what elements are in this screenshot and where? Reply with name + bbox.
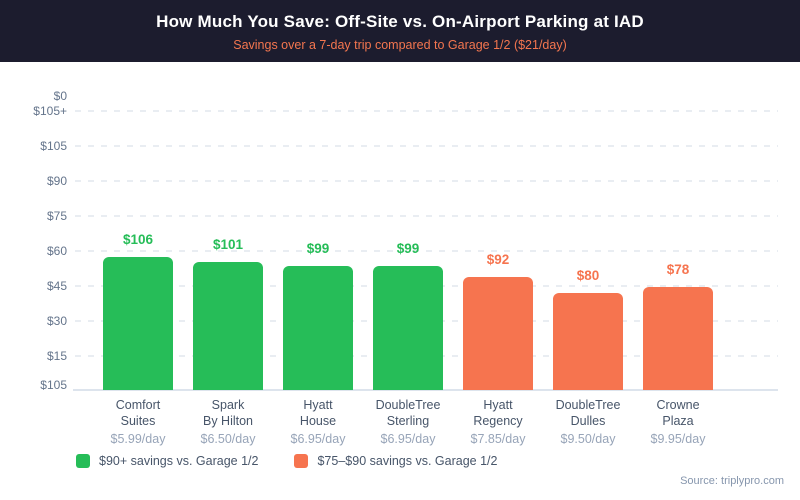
category-name: Dulles — [570, 414, 606, 428]
chart-title: How Much You Save: Off-Site vs. On-Airpo… — [156, 12, 644, 31]
legend-swatch-green — [76, 454, 90, 468]
x-axis-category-label: Spark By Hilton $6.50/day — [183, 397, 273, 447]
bar-value-label: $92 — [486, 252, 510, 267]
bar-value-label: $80 — [576, 268, 600, 283]
x-axis-category-label: Crowne Plaza $9.95/day — [633, 397, 723, 447]
bar — [373, 266, 443, 390]
x-axis-category-label: DoubleTree Dulles $9.50/day — [543, 397, 633, 447]
y-axis-tick-label: $60 — [46, 244, 67, 258]
category-name: Sterling — [386, 414, 430, 428]
bar — [103, 257, 173, 390]
gridline — [75, 215, 778, 217]
source-attribution: Source: triplypro.com — [680, 475, 784, 487]
category-name: Crowne — [656, 398, 700, 412]
category-name: Plaza — [662, 414, 694, 428]
category-name: DoubleTree — [555, 398, 621, 412]
y-axis-tick-label: $30 — [46, 314, 67, 328]
category-rate: $6.95/day — [380, 432, 436, 446]
category-name: Comfort — [115, 398, 161, 412]
category-name: Hyatt — [303, 398, 333, 412]
legend-item-green: $90+ savings vs. Garage 1/2 — [76, 454, 258, 468]
legend-swatch-orange — [294, 454, 309, 468]
legend-label: $75–$90 savings vs. Garage 1/2 — [317, 454, 498, 468]
category-name: Suites — [120, 414, 156, 428]
legend: $90+ savings vs. Garage 1/2 $75–$90 savi… — [76, 453, 497, 469]
chart-header: How Much You Save: Off-Site vs. On-Airpo… — [0, 0, 800, 62]
bar — [463, 277, 533, 390]
bar — [553, 293, 623, 390]
gridline — [75, 110, 778, 112]
y-axis-tick-label: $75 — [46, 209, 67, 223]
category-rate: $6.95/day — [290, 432, 346, 446]
bar-value-label: $99 — [396, 241, 420, 256]
bar — [193, 262, 263, 390]
legend-item-orange: $75–$90 savings vs. Garage 1/2 — [294, 454, 497, 468]
category-name: Spark — [211, 398, 245, 412]
category-rate: $6.50/day — [200, 432, 256, 446]
x-axis-category-label: Comfort Suites $5.99/day — [93, 397, 183, 447]
y-axis-tick-label: $0 — [53, 89, 67, 103]
gridline — [75, 250, 778, 252]
x-axis-category-label: DoubleTree Sterling $6.95/day — [363, 397, 453, 447]
gridline — [75, 180, 778, 182]
y-axis-tick-label: $105 — [40, 378, 67, 392]
y-axis-tick-label: $105+ — [33, 104, 67, 118]
x-axis-category-label: Hyatt Regency $7.85/day — [453, 397, 543, 447]
category-name: Regency — [473, 414, 523, 428]
category-rate: $9.95/day — [650, 432, 706, 446]
category-rate: $5.99/day — [110, 432, 166, 446]
y-axis-tick-label: $90 — [46, 174, 67, 188]
gridline — [75, 145, 778, 147]
category-rate: $9.50/day — [560, 432, 616, 446]
legend-label: $90+ savings vs. Garage 1/2 — [99, 454, 259, 468]
category-name: Hyatt — [483, 398, 513, 412]
x-axis-category-label: Hyatt House $6.95/day — [273, 397, 363, 447]
bar — [643, 287, 713, 390]
y-axis-tick-label: $15 — [46, 349, 67, 363]
category-name: DoubleTree — [375, 398, 441, 412]
category-rate: $7.85/day — [470, 432, 526, 446]
bar — [283, 266, 353, 390]
y-axis-tick-label: $45 — [46, 279, 67, 293]
category-name: By Hilton — [202, 414, 254, 428]
bar-value-label: $99 — [306, 241, 330, 256]
bar-value-label: $101 — [212, 237, 244, 252]
bar-value-label: $106 — [122, 232, 154, 247]
category-name: House — [299, 414, 337, 428]
x-axis-baseline — [73, 389, 778, 391]
chart-subtitle: Savings over a 7-day trip compared to Ga… — [233, 38, 567, 52]
y-axis-tick-label: $105 — [40, 139, 67, 153]
bar-value-label: $78 — [666, 262, 690, 277]
